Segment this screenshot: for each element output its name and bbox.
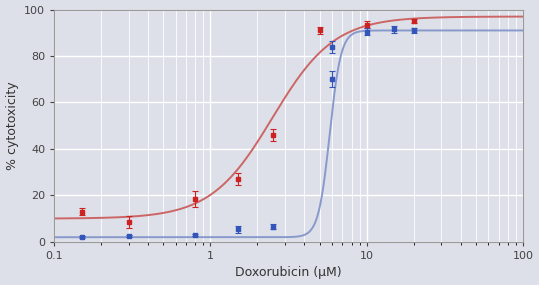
X-axis label: Doxorubicin (μM): Doxorubicin (μM)	[235, 266, 342, 280]
Y-axis label: % cytotoxicity: % cytotoxicity	[5, 82, 18, 170]
